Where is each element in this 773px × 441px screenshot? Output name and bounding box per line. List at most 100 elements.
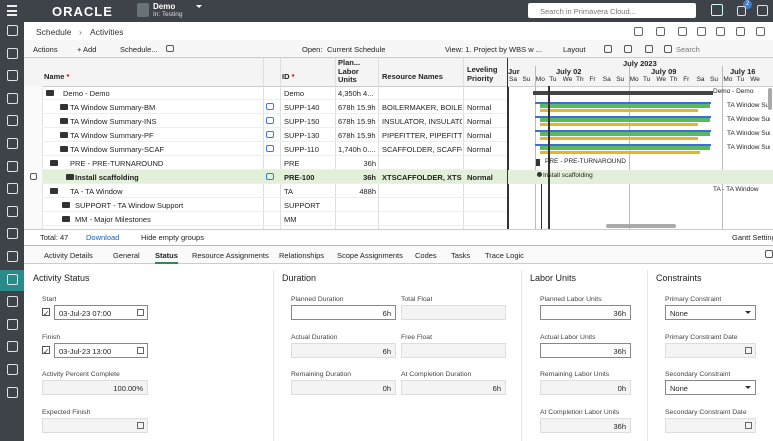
field-input[interactable]: [401, 305, 506, 320]
tab[interactable]: Scope Assignments: [337, 251, 403, 260]
table-row[interactable]: [42, 212, 507, 226]
calendar-icon[interactable]: [137, 346, 144, 354]
nav-icon[interactable]: [7, 228, 18, 240]
header-action[interactable]: [678, 27, 687, 36]
nav-icon[interactable]: [7, 205, 18, 217]
crumb-parent[interactable]: Schedule: [36, 27, 72, 37]
toolbar-icon[interactable]: [645, 45, 653, 53]
download-link[interactable]: Download: [86, 233, 120, 242]
nav-icon[interactable]: [7, 47, 18, 59]
header-action[interactable]: [736, 27, 745, 36]
checkbox[interactable]: ✓: [42, 345, 50, 354]
nav-icon[interactable]: [7, 160, 18, 172]
field-input[interactable]: 6h: [291, 342, 396, 358]
field-input[interactable]: 0h: [291, 380, 396, 396]
toolbar-icon[interactable]: [664, 45, 672, 53]
field-input[interactable]: 6h: [401, 380, 506, 396]
nav-icon[interactable]: [7, 341, 18, 353]
column-header[interactable]: Name *: [44, 73, 224, 82]
field-input[interactable]: [665, 342, 756, 358]
field-input[interactable]: [401, 342, 506, 358]
hide-empty-toggle[interactable]: Hide empty groups: [141, 233, 204, 242]
calendar-icon[interactable]: [137, 309, 144, 316]
field-input[interactable]: 36h: [540, 305, 631, 320]
nav-icon[interactable]: [7, 273, 18, 285]
menu-icon[interactable]: [7, 5, 17, 16]
tab[interactable]: General: [113, 251, 140, 260]
field-input[interactable]: 36h: [540, 342, 631, 358]
column-header[interactable]: ID *: [282, 73, 332, 82]
notes-icon[interactable]: [266, 117, 274, 124]
nav-icon[interactable]: [7, 115, 18, 127]
vertical-scrollbar[interactable]: [768, 88, 772, 110]
nav-icon[interactable]: [7, 92, 18, 104]
calendar-icon[interactable]: [745, 346, 752, 354]
checkbox[interactable]: ✓: [42, 308, 50, 316]
panel-settings[interactable]: [765, 250, 773, 258]
gantt-settings[interactable]: Gantt Settings: [732, 233, 773, 242]
notes-icon[interactable]: [266, 145, 274, 152]
notes-icon[interactable]: [266, 173, 274, 180]
print-icon[interactable]: [166, 45, 174, 52]
toolbar-icon[interactable]: [604, 45, 612, 53]
table-row[interactable]: [42, 156, 507, 170]
toolbar-icon[interactable]: [624, 45, 632, 53]
notes-icon[interactable]: [266, 131, 274, 138]
grid-search[interactable]: Search: [676, 45, 700, 54]
header-action[interactable]: [697, 27, 706, 36]
nav-icon[interactable]: [7, 183, 18, 195]
panel-selector[interactable]: Activity Details: [44, 251, 93, 260]
global-search[interactable]: Search in Primavera Cloud...: [528, 3, 696, 18]
table-row[interactable]: [42, 114, 507, 128]
tab[interactable]: Trace Logic: [485, 251, 524, 260]
nav-icon[interactable]: [7, 251, 18, 262]
actions-menu[interactable]: Actions: [33, 45, 58, 54]
table-row[interactable]: [42, 198, 507, 212]
tab[interactable]: Codes: [415, 251, 437, 260]
column-header[interactable]: Resource Names: [382, 73, 462, 82]
select-input[interactable]: None: [665, 305, 756, 320]
table-row[interactable]: [42, 170, 507, 184]
nav-icon[interactable]: [7, 364, 18, 375]
nav-icon[interactable]: [7, 296, 18, 308]
field-input[interactable]: 6h: [291, 305, 396, 320]
tab[interactable]: Relationships: [279, 251, 325, 260]
table-row[interactable]: [42, 184, 507, 198]
layout-menu[interactable]: Layout: [563, 45, 586, 54]
nav-icon[interactable]: [7, 318, 18, 330]
tab[interactable]: Status: [155, 251, 178, 264]
field-input[interactable]: 03-Jul-23 13:00: [54, 342, 148, 358]
tab[interactable]: Resource Assignments: [192, 251, 269, 260]
nav-icon[interactable]: [7, 138, 18, 149]
schedule-button[interactable]: Schedule...: [120, 45, 158, 54]
header-action[interactable]: [716, 27, 725, 36]
field-input[interactable]: 36h: [540, 418, 631, 434]
nav-icon[interactable]: [7, 70, 18, 82]
field-input[interactable]: 03-Jul-23 07:00: [54, 305, 148, 320]
view-select[interactable]: View: 1. Project by WBS w ...: [445, 45, 542, 54]
field-input[interactable]: 100.00%: [42, 380, 148, 396]
calendar-icon[interactable]: [745, 422, 752, 430]
table-row[interactable]: [42, 100, 507, 114]
field-input[interactable]: [665, 418, 756, 434]
table-row[interactable]: [42, 142, 507, 156]
gantt-scrollbar[interactable]: [606, 224, 676, 228]
tab[interactable]: Tasks: [451, 251, 471, 260]
calendar-icon[interactable]: [137, 422, 144, 430]
column-header[interactable]: Plan... Labor Units: [338, 59, 364, 85]
nav-icon[interactable]: [7, 386, 18, 398]
column-header[interactable]: Leveling Priority: [467, 66, 499, 83]
table-row[interactable]: [42, 128, 507, 142]
table-row[interactable]: [42, 86, 507, 100]
header-action[interactable]: [634, 27, 643, 36]
nav-icon[interactable]: [7, 25, 18, 36]
notes-icon[interactable]: [266, 103, 274, 110]
field-input[interactable]: [42, 418, 148, 434]
header-action[interactable]: [656, 27, 665, 36]
add-button[interactable]: + Add: [77, 45, 97, 54]
select-input[interactable]: None: [665, 380, 756, 396]
field-input[interactable]: 0h: [540, 380, 631, 396]
header-action[interactable]: [756, 27, 765, 36]
project-name[interactable]: Demo: [153, 2, 176, 11]
open-select[interactable]: Current Schedule: [327, 45, 386, 54]
